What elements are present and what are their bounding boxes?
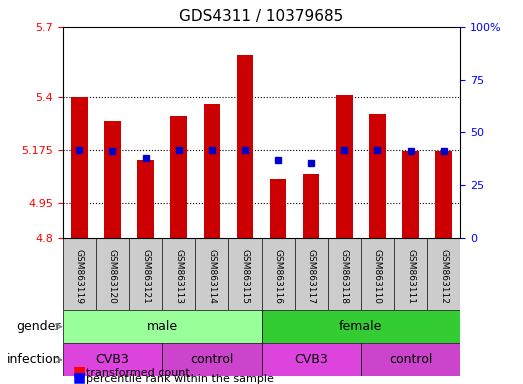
Bar xyxy=(336,95,353,238)
Bar xyxy=(262,343,361,376)
Bar xyxy=(369,114,385,238)
Bar xyxy=(236,55,253,238)
Text: female: female xyxy=(339,320,382,333)
Bar xyxy=(137,161,154,238)
FancyBboxPatch shape xyxy=(427,238,460,310)
Bar xyxy=(63,343,162,376)
Text: male: male xyxy=(146,320,178,333)
FancyBboxPatch shape xyxy=(294,238,328,310)
Text: GSM863114: GSM863114 xyxy=(207,248,217,303)
FancyBboxPatch shape xyxy=(262,238,294,310)
Text: GSM863112: GSM863112 xyxy=(439,248,448,303)
Text: transformed count: transformed count xyxy=(86,368,190,378)
Text: GSM863121: GSM863121 xyxy=(141,248,150,303)
Text: GSM863110: GSM863110 xyxy=(373,248,382,304)
Text: GSM863113: GSM863113 xyxy=(174,248,183,304)
Text: CVB3: CVB3 xyxy=(294,353,328,366)
Text: GSM863115: GSM863115 xyxy=(241,248,249,304)
FancyBboxPatch shape xyxy=(229,238,262,310)
Text: GSM863120: GSM863120 xyxy=(108,248,117,303)
Bar xyxy=(71,97,87,238)
Text: ■: ■ xyxy=(73,364,86,378)
FancyBboxPatch shape xyxy=(96,238,129,310)
Text: percentile rank within the sample: percentile rank within the sample xyxy=(86,374,274,384)
Text: control: control xyxy=(389,353,432,366)
Text: GSM863111: GSM863111 xyxy=(406,248,415,304)
FancyBboxPatch shape xyxy=(195,238,229,310)
FancyBboxPatch shape xyxy=(129,238,162,310)
Bar xyxy=(361,343,460,376)
Bar xyxy=(270,179,287,238)
Bar xyxy=(303,174,320,238)
Text: gender: gender xyxy=(17,320,61,333)
FancyBboxPatch shape xyxy=(361,238,394,310)
Bar xyxy=(262,310,460,343)
Text: GSM863117: GSM863117 xyxy=(306,248,316,304)
Title: GDS4311 / 10379685: GDS4311 / 10379685 xyxy=(179,9,344,24)
Bar xyxy=(162,343,262,376)
Text: GSM863118: GSM863118 xyxy=(340,248,349,304)
Bar xyxy=(170,116,187,238)
FancyBboxPatch shape xyxy=(328,238,361,310)
FancyBboxPatch shape xyxy=(394,238,427,310)
FancyBboxPatch shape xyxy=(63,238,96,310)
Text: GSM863119: GSM863119 xyxy=(75,248,84,304)
Text: control: control xyxy=(190,353,233,366)
Bar xyxy=(63,310,262,343)
Bar xyxy=(203,104,220,238)
Text: GSM863116: GSM863116 xyxy=(274,248,282,304)
FancyBboxPatch shape xyxy=(162,238,195,310)
Text: CVB3: CVB3 xyxy=(96,353,129,366)
Bar xyxy=(402,151,419,238)
Text: infection: infection xyxy=(7,353,61,366)
Bar xyxy=(104,121,121,238)
Text: ■: ■ xyxy=(73,370,86,384)
Bar xyxy=(435,151,452,238)
